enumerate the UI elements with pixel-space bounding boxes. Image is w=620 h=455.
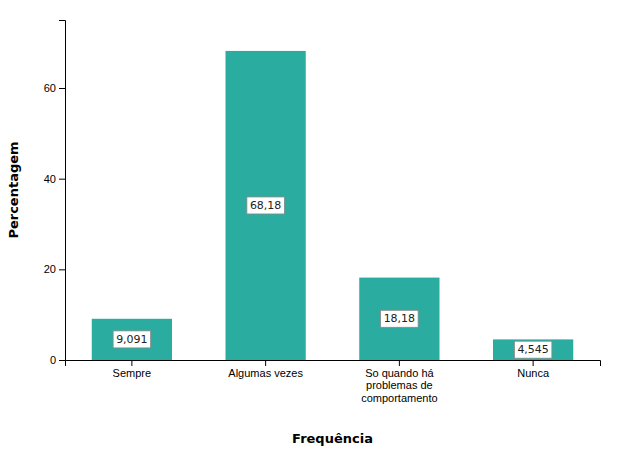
data-label-box — [113, 331, 151, 348]
tick-mark — [59, 360, 65, 361]
tick-mark — [265, 360, 266, 366]
data-label: 4,545 — [514, 341, 552, 358]
bar — [359, 278, 439, 360]
tick: 60 — [44, 82, 65, 94]
tick-label-line: problemas de — [366, 379, 433, 391]
tick-label-line: Nunca — [517, 367, 550, 379]
data-label-box — [514, 341, 552, 358]
tick: So quando háproblemas decomportamento — [361, 360, 437, 404]
bar — [92, 319, 172, 360]
tick-label: So quando háproblemas decomportamento — [361, 367, 437, 404]
data-label-text: 18,18 — [384, 312, 416, 325]
plot: Sempre Algumas vezes So quando háproblemas… — [6, 21, 601, 447]
tick-label: Algumas vezes — [228, 367, 303, 379]
tick-label: Sempre — [113, 367, 152, 379]
data-label: 18,18 — [381, 310, 419, 327]
data-label: 9,091 — [113, 331, 151, 348]
data-label-box — [381, 310, 419, 327]
tick-label: 60 — [44, 82, 56, 94]
data-label-text: 68,18 — [250, 199, 282, 212]
x-axis-title: Frequência — [292, 431, 373, 446]
tick-label: 0 — [50, 354, 56, 366]
chart: Sempre Algumas vezes So quando háproblemas… — [0, 0, 620, 455]
bar — [226, 51, 306, 360]
tick-mark — [59, 88, 65, 89]
tick-mark — [399, 360, 400, 366]
tick-label-line: Algumas vezes — [228, 367, 303, 379]
tick-mark — [131, 360, 132, 366]
tick-label: Nunca — [517, 367, 550, 379]
tick-mark — [59, 269, 65, 270]
axis-line — [66, 361, 601, 367]
tick-mark — [533, 360, 534, 366]
x-axis: Sempre Algumas vezes So quando háproblemas… — [66, 360, 601, 404]
data-label-text: 4,545 — [517, 343, 549, 356]
tick: Nunca — [517, 360, 550, 379]
data-label-text: 9,091 — [116, 333, 148, 346]
y-axis: 0 20 40 60 — [44, 21, 66, 367]
tick: 20 — [44, 263, 65, 275]
tick-label-line: So quando há — [365, 367, 434, 379]
tick: 0 — [50, 354, 65, 366]
tick-label: 40 — [44, 173, 56, 185]
axis-line — [59, 21, 66, 361]
data-labels: 9,091 68,18 18,18 4,545 — [113, 197, 552, 358]
tick: Algumas vezes — [228, 360, 303, 379]
tick-label-line: Sempre — [113, 367, 152, 379]
data-label: 68,18 — [247, 197, 285, 214]
tick: Sempre — [113, 360, 152, 379]
tick-mark — [59, 179, 65, 180]
bar — [493, 339, 573, 360]
tick-label: 20 — [44, 263, 56, 275]
bars — [92, 51, 574, 360]
data-label-box — [247, 197, 285, 214]
tick: 40 — [44, 173, 65, 185]
tick-label-line: comportamento — [361, 392, 437, 404]
y-axis-title: Percentagem — [6, 141, 21, 238]
